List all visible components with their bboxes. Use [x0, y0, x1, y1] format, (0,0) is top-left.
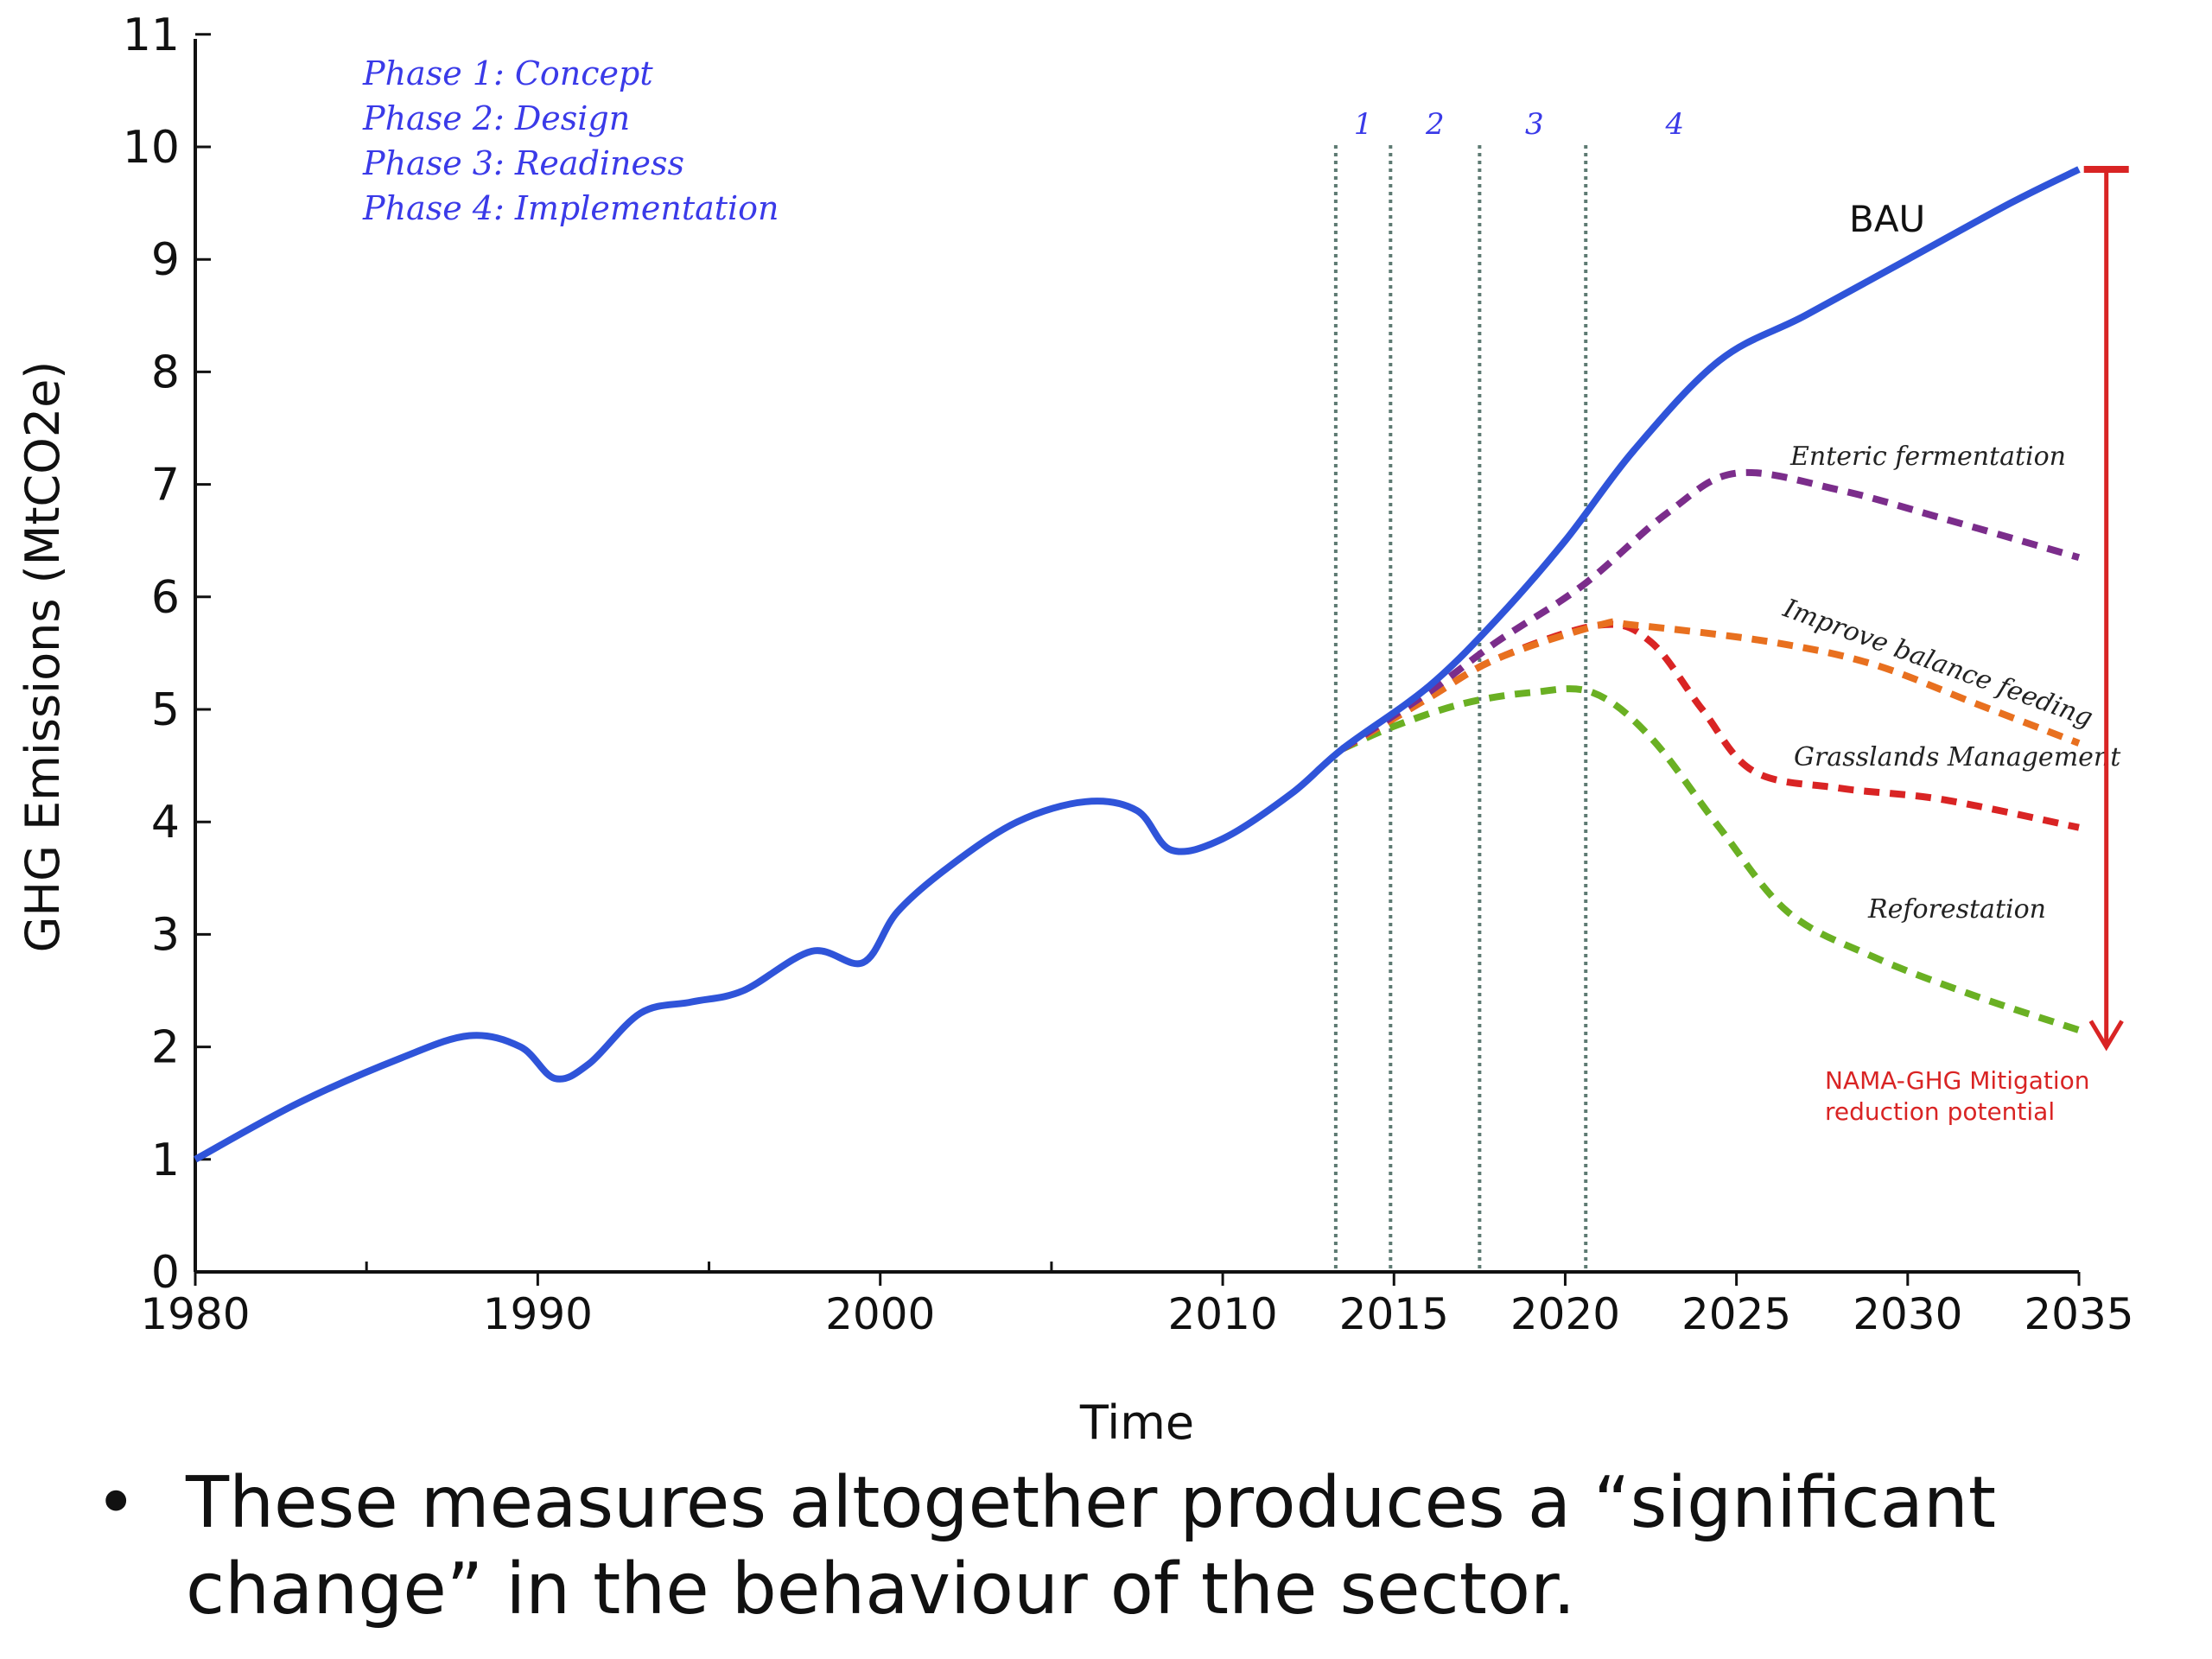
phase-legend: Phase 1: Concept Phase 2: Design Phase 3… — [362, 54, 779, 227]
x-tick-label: 2030 — [1853, 1289, 1962, 1339]
y-tick-label: 8 — [151, 346, 180, 398]
phase-marker-label: 1 — [1354, 107, 1373, 142]
x-tick-label: 2015 — [1339, 1289, 1449, 1339]
y-tick-label: 6 — [151, 572, 180, 624]
phase-dividers: 1 2 3 4 — [1333, 107, 1684, 1272]
y-tick-label: 2 — [151, 1022, 180, 1074]
series-line-bau — [194, 166, 2081, 1163]
y-tick-label: 10 — [123, 122, 180, 174]
x-tick-label: 2025 — [1681, 1289, 1791, 1339]
series-label-reforestation: Reforestation — [1867, 894, 2046, 925]
phase-legend-item-3: Phase 3: Readiness — [362, 144, 684, 182]
y-tick-label: 3 — [151, 909, 180, 961]
series-line-improve-balance-feeding — [1340, 618, 2081, 753]
y-tick-label: 0 — [151, 1247, 180, 1299]
phase-legend-item-4: Phase 4: Implementation — [362, 189, 779, 227]
mitigation-label-line2: reduction potential — [1825, 1097, 2055, 1126]
series-labels: BAU Enteric fermentation Improve balance… — [1778, 198, 2121, 925]
phase-marker-label: 4 — [1664, 107, 1684, 142]
x-tick-label: 1990 — [483, 1289, 593, 1339]
phase-legend-item-1: Phase 1: Concept — [362, 54, 653, 92]
x-tick-label: 2020 — [1510, 1289, 1620, 1339]
y-tick-label: 11 — [123, 10, 180, 61]
mitigation-potential-arrow — [2083, 166, 2129, 1052]
ghg-emissions-chart: Phase 1: Concept Phase 2: Design Phase 3… — [16, 10, 2134, 1450]
y-tick-label: 9 — [151, 234, 180, 286]
x-axis-title: Time — [1079, 1395, 1194, 1450]
phase-legend-item-2: Phase 2: Design — [362, 99, 630, 137]
phase-marker-label: 3 — [1525, 107, 1544, 142]
y-axis-title: GHG Emissions (MtCO2e) — [16, 361, 70, 953]
bullet-symbol: • — [95, 1462, 137, 1544]
x-tick-label: 2000 — [825, 1289, 935, 1339]
phase-marker-label: 2 — [1425, 107, 1445, 142]
y-axis-ticks: 0 1 2 3 4 5 6 7 8 9 10 11 — [123, 10, 211, 1299]
x-axis-ticks: 1980 1990 2000 2010 2015 2020 2025 2030 2035 — [140, 1262, 2134, 1339]
series-line-reforestation — [1341, 685, 2081, 1033]
series-line-enteric-fermentation — [1340, 468, 2081, 752]
y-tick-label: 1 — [151, 1135, 180, 1186]
series-label-grasslands-management: Grasslands Management — [1794, 742, 2121, 772]
bullet-text: These measures altogether produces a “si… — [186, 1462, 1997, 1630]
mitigation-label-line1: NAMA-GHG Mitigation — [1825, 1066, 2090, 1095]
series-line-grasslands-management — [1340, 620, 2080, 831]
series-label-improve-balance-feeding: Improve balance feeding — [1778, 593, 2096, 734]
series-label-bau: BAU — [1849, 198, 1925, 240]
x-tick-label: 2010 — [1167, 1289, 1277, 1339]
y-tick-label: 4 — [151, 797, 180, 849]
y-tick-label: 7 — [151, 460, 180, 512]
x-tick-label: 1980 — [140, 1289, 250, 1339]
chart-series — [194, 166, 2081, 1163]
y-tick-label: 5 — [151, 684, 180, 736]
axes: 0 1 2 3 4 5 6 7 8 9 10 11 1980 1990 2000 2010 2015 2020 2… — [123, 10, 2134, 1339]
series-label-enteric-fermentation: Enteric fermentation — [1789, 442, 2066, 472]
x-tick-label: 2035 — [2024, 1289, 2133, 1339]
mitigation-arrow-head — [2088, 1020, 2124, 1052]
